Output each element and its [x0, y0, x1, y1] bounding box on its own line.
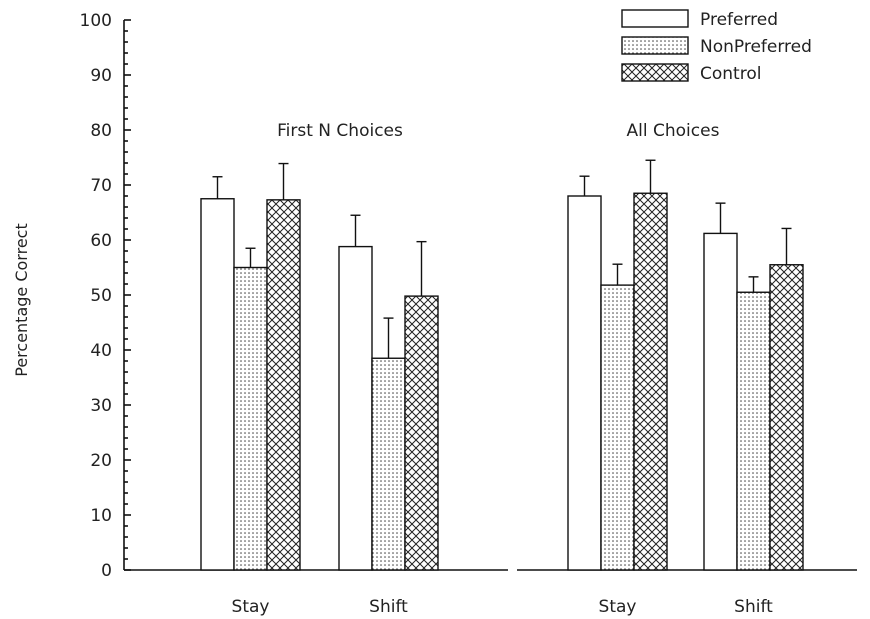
- y-tick-label: 70: [90, 176, 112, 196]
- y-axis-label: Percentage Correct: [12, 223, 31, 377]
- x-category-label: Stay: [232, 597, 270, 617]
- bar-control-stay: [633, 192, 668, 571]
- y-tick-label: 50: [90, 286, 112, 306]
- y-axis: 0 10 20 30 40 50 60 70 80 90 100: [80, 11, 131, 581]
- y-tick-label: 80: [90, 121, 112, 141]
- x-category-label: Stay: [599, 597, 637, 617]
- bar-nonpreferred-shift: [736, 291, 771, 571]
- bar-nonpreferred-stay: [233, 266, 268, 571]
- y-tick-label: 20: [90, 451, 112, 471]
- legend-label: Control: [700, 64, 761, 84]
- bar-preferred-shift: [703, 232, 738, 571]
- x-category-label: Shift: [734, 597, 773, 617]
- bar-control-shift: [769, 264, 804, 571]
- panel-title: First N Choices: [277, 121, 403, 141]
- y-tick-label: 30: [90, 396, 112, 416]
- bar-preferred-stay: [567, 195, 602, 571]
- legend-item-preferred: Preferred: [621, 9, 778, 30]
- legend: Preferred NonPreferred Control: [621, 9, 812, 84]
- legend-item-nonpreferred: NonPreferred: [621, 36, 812, 57]
- bar-preferred-stay: [200, 198, 235, 571]
- bar-control-stay: [266, 199, 301, 571]
- y-tick-label: 0: [101, 561, 112, 581]
- legend-swatch: [621, 9, 689, 28]
- legend-swatch: [621, 36, 689, 55]
- bar-control-shift: [404, 295, 439, 571]
- bar-nonpreferred-stay: [600, 284, 635, 571]
- legend-item-control: Control: [621, 63, 761, 84]
- y-tick-label: 60: [90, 231, 112, 251]
- panel-first-n-choices: First N Choices Stay Shift: [124, 121, 508, 617]
- panel-all-choices: All Choices Stay Shift: [517, 121, 857, 617]
- panel-title: All Choices: [627, 121, 720, 141]
- x-category-label: Shift: [369, 597, 408, 617]
- legend-swatch: [621, 63, 689, 82]
- y-tick-label: 40: [90, 341, 112, 361]
- y-tick-label: 90: [90, 66, 112, 86]
- y-tick-label: 10: [90, 506, 112, 526]
- y-tick-label: 100: [80, 11, 112, 31]
- bar-panels: First N Choices Stay Shift All Choices Stay S…: [124, 121, 857, 617]
- legend-label: NonPreferred: [700, 37, 812, 57]
- legend-label: Preferred: [700, 10, 778, 30]
- bar-preferred-shift: [338, 245, 373, 571]
- bar-nonpreferred-shift: [371, 357, 406, 571]
